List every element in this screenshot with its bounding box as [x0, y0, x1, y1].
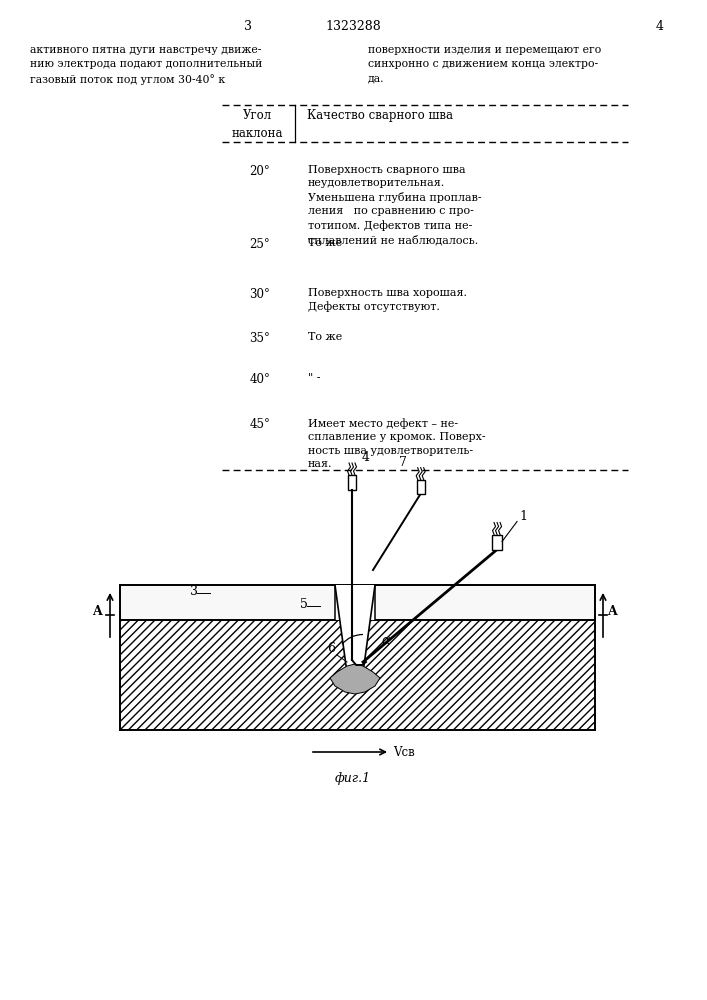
Text: 25°: 25° [250, 238, 270, 251]
Text: 3: 3 [244, 20, 252, 33]
Text: 5: 5 [300, 598, 308, 611]
Polygon shape [120, 620, 595, 730]
Text: 1323288: 1323288 [325, 20, 381, 33]
Text: A: A [607, 605, 617, 618]
Text: 1: 1 [519, 510, 527, 523]
Polygon shape [330, 664, 380, 694]
Text: $\alpha$: $\alpha$ [381, 634, 391, 647]
Text: Угол
наклона: Угол наклона [231, 109, 283, 140]
Text: Качество сварного шва: Качество сварного шва [307, 109, 453, 122]
Text: 30°: 30° [250, 288, 271, 301]
Text: Vcв: Vcв [393, 746, 415, 758]
Text: 3: 3 [190, 585, 198, 598]
Text: поверхности изделия и перемещают его
синхронно с движением конца электро-
да.: поверхности изделия и перемещают его син… [368, 45, 601, 84]
Text: То же: То же [308, 238, 342, 248]
Polygon shape [492, 535, 502, 550]
Text: фиг.1: фиг.1 [335, 772, 371, 785]
Text: активного пятна дуги навстречу движе-
нию электрода подают дополнительный
газовы: активного пятна дуги навстречу движе- ни… [30, 45, 262, 85]
Polygon shape [335, 585, 375, 680]
Polygon shape [348, 475, 356, 490]
Text: Имеет место дефект – не-
сплавление у кромок. Поверх-
ность шва удовлетворитель-: Имеет место дефект – не- сплавление у кр… [308, 418, 486, 469]
Text: " -: " - [308, 373, 320, 383]
Polygon shape [416, 480, 425, 494]
Polygon shape [120, 585, 595, 620]
Text: 45°: 45° [250, 418, 271, 431]
Text: 4: 4 [362, 451, 370, 464]
Text: 7: 7 [399, 456, 407, 469]
Text: A: A [92, 605, 102, 618]
Text: 4: 4 [656, 20, 664, 33]
Text: Поверхность шва хорошая.
Дефекты отсутствуют.: Поверхность шва хорошая. Дефекты отсутст… [308, 288, 467, 312]
Text: То же: То же [308, 332, 342, 342]
Text: Поверхность сварного шва
неудовлетворительная.
Уменьшена глубина проплав-
ления : Поверхность сварного шва неудовлетворите… [308, 165, 481, 245]
Text: 40°: 40° [250, 373, 271, 386]
Text: 20°: 20° [250, 165, 270, 178]
Text: 35°: 35° [250, 332, 271, 345]
Polygon shape [335, 585, 375, 620]
Text: 6: 6 [327, 642, 335, 655]
